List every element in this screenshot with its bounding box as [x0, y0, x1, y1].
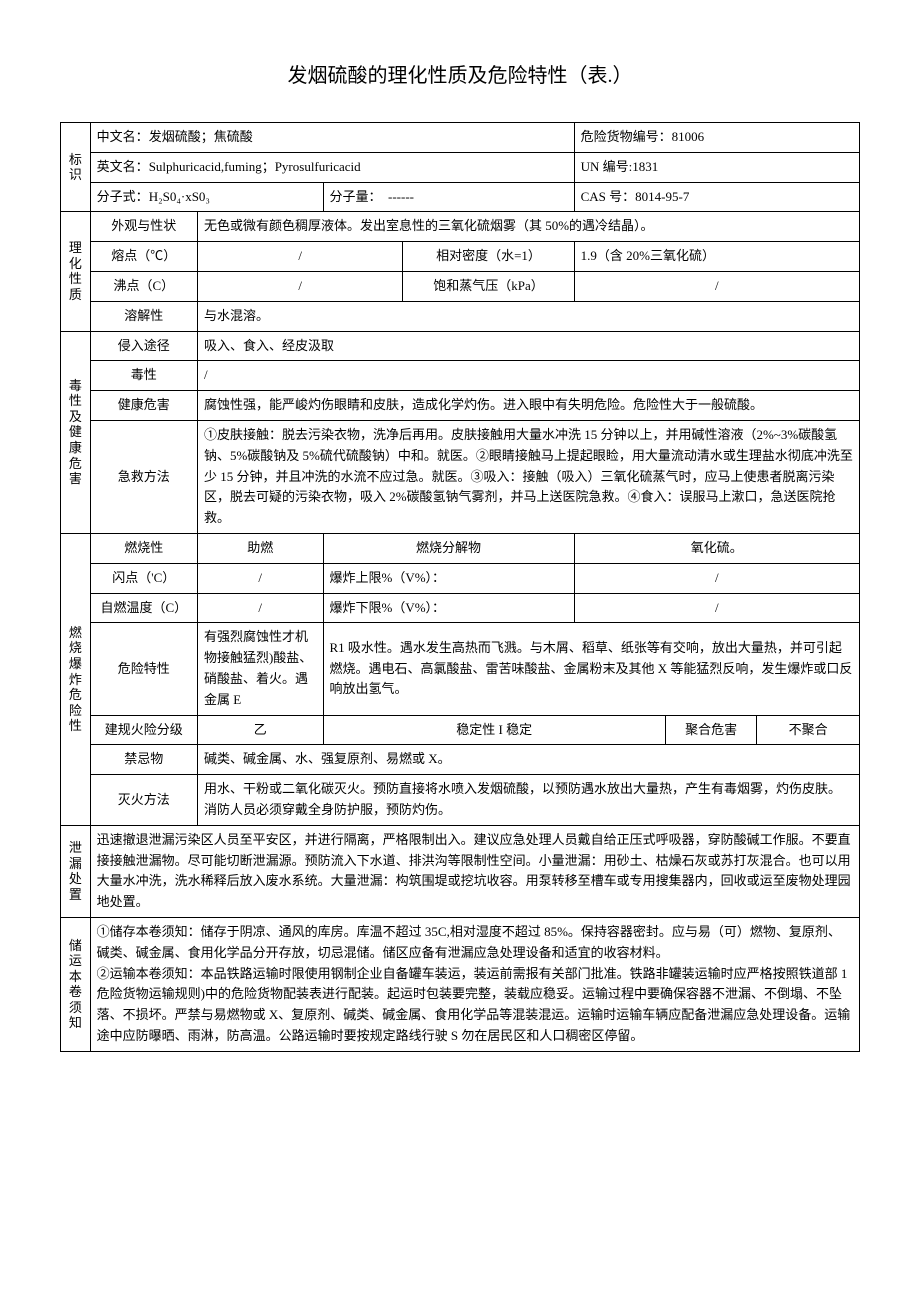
vapor-label: 饱和蒸气压（kPa） — [403, 271, 574, 301]
vapor-value: / — [574, 271, 859, 301]
en-name: 英文名：Sulphuricacid,fuming；Pyrosulfuricaci… — [90, 152, 574, 182]
extinguish-label: 灭火方法 — [90, 775, 197, 826]
toxicity-value: / — [197, 361, 859, 391]
section-storage: 储运本卷须知 — [61, 917, 91, 1051]
flash-value: / — [197, 563, 323, 593]
fireclass-value: 乙 — [197, 715, 323, 745]
zh-name: 中文名：发烟硫酸；焦硫酸 — [90, 123, 574, 153]
toxicity-label: 毒性 — [90, 361, 197, 391]
route-label: 侵入途径 — [90, 331, 197, 361]
storage-value: ①储存本卷须知：储存于阴凉、通风的库房。库温不超过 35C,相对湿度不超过 85… — [90, 917, 859, 1051]
mp-label: 熔点（℃） — [90, 242, 197, 272]
section-fire: 燃烧爆炸危险性 — [61, 533, 91, 825]
hazard-col2: R1 吸水性。遇水发生高热而飞溅。与木屑、稻草、纸张等有交响，放出大量热，并可引… — [323, 623, 860, 715]
lel-value: / — [574, 593, 859, 623]
flash-label: 闪点（'C） — [90, 563, 197, 593]
decomp-value: 氧化硫。 — [574, 533, 859, 563]
flammability-label: 燃烧性 — [90, 533, 197, 563]
hazard-label: 危险特性 — [90, 623, 197, 715]
section-ident: 标识 — [61, 123, 91, 212]
firstaid-value: ①皮肤接触：脱去污染衣物，洗净后再用。皮肤接触用大量水冲洗 15 分钟以上，并用… — [197, 420, 859, 533]
incompat-value: 碱类、碱金属、水、强复原剂、易燃或 X。 — [197, 745, 859, 775]
incompat-label: 禁忌物 — [90, 745, 197, 775]
section-leak: 泄漏处置 — [61, 825, 91, 917]
cas: CAS 号：8014-95-7 — [574, 182, 859, 212]
stability-label: 稳定性 I 稳定 — [323, 715, 665, 745]
hazard-col1: 有强烈腐蚀性才机物接触猛烈)酸盐、硝酸盐、着火。遇金属 E — [197, 623, 323, 715]
formula: 分子式：H₂S0₄·xS0₃ — [90, 182, 323, 212]
appearance-value: 无色或微有颜色稠厚液体。发出室息性的三氧化硫烟雾（其 50%的遇冷结晶）。 — [197, 212, 859, 242]
appearance-label: 外观与性状 — [90, 212, 197, 242]
sol-label: 溶解性 — [90, 301, 197, 331]
leak-value: 迅速撤退泄漏污染区人员至平安区，并进行隔离，严格限制出入。建议应急处理人员戴自给… — [90, 825, 859, 917]
extinguish-value: 用水、干粉或二氧化碳灭火。预防直接将水喷入发烟硫酸，以预防遇水放出大量热，产生有… — [197, 775, 859, 826]
section-tox: 毒性及健康危害 — [61, 331, 91, 533]
mp-value: / — [197, 242, 402, 272]
polymer-label: 聚合危害 — [665, 715, 756, 745]
density-value: 1.9（含 20%三氧化硫） — [574, 242, 859, 272]
route-value: 吸入、食入、经皮汲取 — [197, 331, 859, 361]
health-value: 腐蚀性强，能严峻灼伤眼睛和皮肤，造成化学灼伤。进入眼中有失明危险。危险性大于一般… — [197, 391, 859, 421]
main-table: 标识 中文名：发烟硫酸；焦硫酸 危险货物编号：81006 英文名：Sulphur… — [60, 122, 860, 1052]
hazard-no: 危险货物编号：81006 — [574, 123, 859, 153]
flammability-value: 助燃 — [197, 533, 323, 563]
uel-value: / — [574, 563, 859, 593]
fireclass-label: 建规火险分级 — [90, 715, 197, 745]
lel-label: 爆炸下限%（V%）： — [323, 593, 574, 623]
section-phys: 理化性质 — [61, 212, 91, 331]
autoign-label: 自燃温度（C） — [90, 593, 197, 623]
bp-label: 沸点（C） — [90, 271, 197, 301]
page-title: 发烟硫酸的理化性质及危险特性（表.） — [60, 60, 860, 92]
mw: 分子量： ------ — [323, 182, 574, 212]
uel-label: 爆炸上限%（V%）： — [323, 563, 574, 593]
un-no: UN 编号:1831 — [574, 152, 859, 182]
bp-value: / — [197, 271, 402, 301]
sol-value: 与水混溶。 — [197, 301, 859, 331]
decomp-label: 燃烧分解物 — [323, 533, 574, 563]
firstaid-label: 急救方法 — [90, 420, 197, 533]
density-label: 相对密度（水=1） — [403, 242, 574, 272]
health-label: 健康危害 — [90, 391, 197, 421]
autoign-value: / — [197, 593, 323, 623]
polymer-value: 不聚合 — [757, 715, 860, 745]
